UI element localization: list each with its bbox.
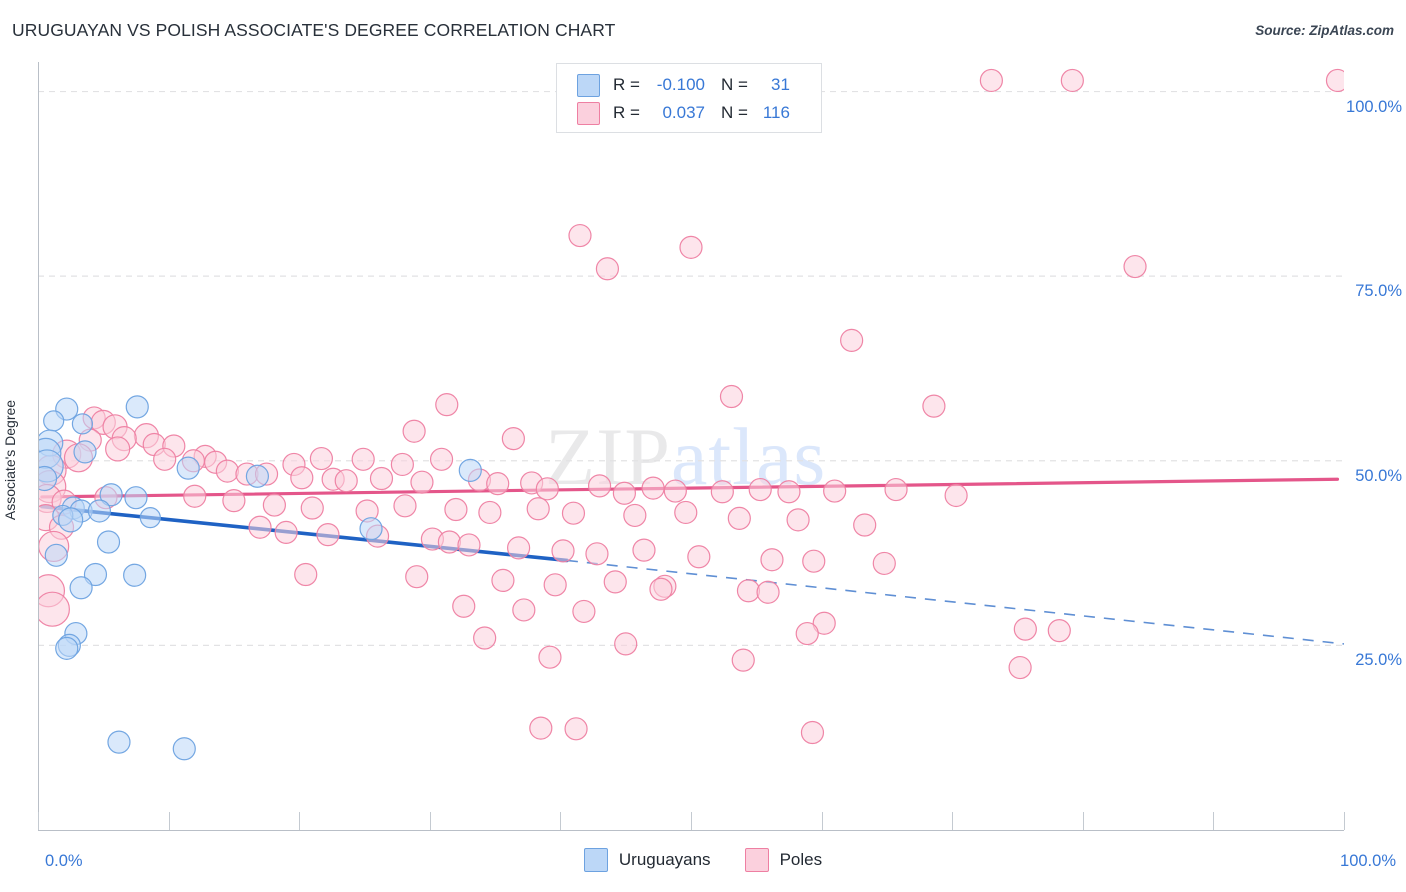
x-tick-2 bbox=[299, 812, 301, 830]
legend-item-poles[interactable]: Poles bbox=[744, 848, 823, 872]
x-tick-10 bbox=[1344, 812, 1345, 830]
scatter-plot-area bbox=[30, 62, 1350, 830]
y-tick-label-0: 100.0% bbox=[1346, 97, 1402, 116]
x-axis-line bbox=[38, 830, 1344, 831]
legend-r-label-1: R = bbox=[613, 75, 640, 94]
x-tick-9 bbox=[1213, 812, 1215, 830]
legend-row-poles: R = 0.037 N = 116 bbox=[577, 99, 790, 127]
x-tick-6 bbox=[821, 812, 823, 830]
y-tick-label-3: 25.0% bbox=[1355, 651, 1402, 670]
source-attribution: Source: ZipAtlas.com bbox=[1255, 23, 1394, 38]
legend-n-label-2: N = bbox=[721, 103, 748, 122]
x-tick-5 bbox=[691, 812, 692, 830]
x-tick-7 bbox=[952, 812, 954, 830]
series-legend: Uruguayans Poles bbox=[0, 848, 1406, 872]
x-tick-1 bbox=[168, 812, 170, 830]
legend-n-value-2: 116 bbox=[762, 103, 790, 122]
legend-r-label-2: R = bbox=[613, 103, 640, 122]
y-axis-title: Associate's Degree bbox=[2, 399, 18, 521]
x-axis-max-label: 100.0% bbox=[1340, 852, 1396, 870]
legend-n-value-1: 31 bbox=[771, 75, 790, 94]
plot-frame bbox=[38, 62, 1344, 830]
page-title: URUGUAYAN VS POLISH ASSOCIATE'S DEGREE C… bbox=[12, 20, 616, 40]
y-tick-label-1: 75.0% bbox=[1355, 282, 1402, 301]
legend-swatch-poles bbox=[577, 101, 600, 125]
legend-label-uruguayans: Uruguayans bbox=[618, 850, 711, 869]
legend-r-value-1: -0.100 bbox=[656, 75, 705, 94]
x-tick-4 bbox=[560, 812, 562, 830]
x-tick-8 bbox=[1082, 812, 1084, 830]
legend-label-poles: Poles bbox=[779, 850, 823, 869]
legend-item-uruguayans[interactable]: Uruguayans bbox=[583, 848, 711, 872]
legend-color-poles bbox=[744, 848, 769, 872]
legend-swatch-uruguayans bbox=[577, 73, 600, 97]
legend-r-value-2: 0.037 bbox=[662, 103, 705, 122]
x-tick-0 bbox=[38, 812, 39, 830]
y-tick-label-2: 50.0% bbox=[1355, 466, 1402, 485]
legend-n-label-1: N = bbox=[721, 75, 748, 94]
correlation-legend: R = -0.100 N = 31 R = 0.037 N = 116 bbox=[556, 63, 822, 133]
legend-color-uruguayans bbox=[583, 848, 608, 872]
x-axis-min-label: 0.0% bbox=[45, 852, 83, 870]
x-tick-3 bbox=[429, 812, 431, 830]
legend-row-uruguayans: R = -0.100 N = 31 bbox=[577, 71, 790, 99]
plot-svg bbox=[30, 68, 1350, 761]
